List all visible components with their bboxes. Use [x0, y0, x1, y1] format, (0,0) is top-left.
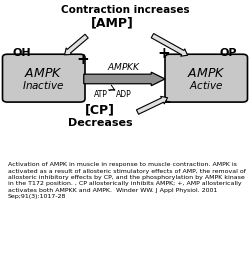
Text: $\mathit{AMPKK}$: $\mathit{AMPKK}$	[107, 61, 141, 72]
Text: OP: OP	[220, 48, 238, 58]
FancyBboxPatch shape	[2, 54, 85, 102]
Text: ADP: ADP	[116, 90, 132, 99]
Text: Activation of AMPK in muscle in response to muscle contraction. AMPK is activate: Activation of AMPK in muscle in response…	[8, 162, 246, 199]
Text: $\mathit{AMPK}$: $\mathit{AMPK}$	[187, 67, 226, 80]
Text: ATP: ATP	[94, 90, 108, 99]
Text: [AMP]: [AMP]	[91, 16, 134, 29]
FancyBboxPatch shape	[165, 54, 248, 102]
Text: OH: OH	[12, 48, 31, 58]
Text: Contraction increases: Contraction increases	[61, 5, 189, 15]
Text: Decreases: Decreases	[68, 118, 132, 128]
Text: +: +	[76, 51, 89, 67]
Text: [CP]: [CP]	[85, 104, 115, 117]
Text: $\mathit{Inactive}$: $\mathit{Inactive}$	[22, 79, 65, 91]
Text: $\mathit{AMPK}$: $\mathit{AMPK}$	[24, 67, 63, 80]
Text: +: +	[158, 46, 170, 61]
Text: $\mathit{Active}$: $\mathit{Active}$	[189, 79, 224, 91]
Text: −: −	[157, 92, 171, 110]
FancyArrow shape	[84, 72, 165, 86]
